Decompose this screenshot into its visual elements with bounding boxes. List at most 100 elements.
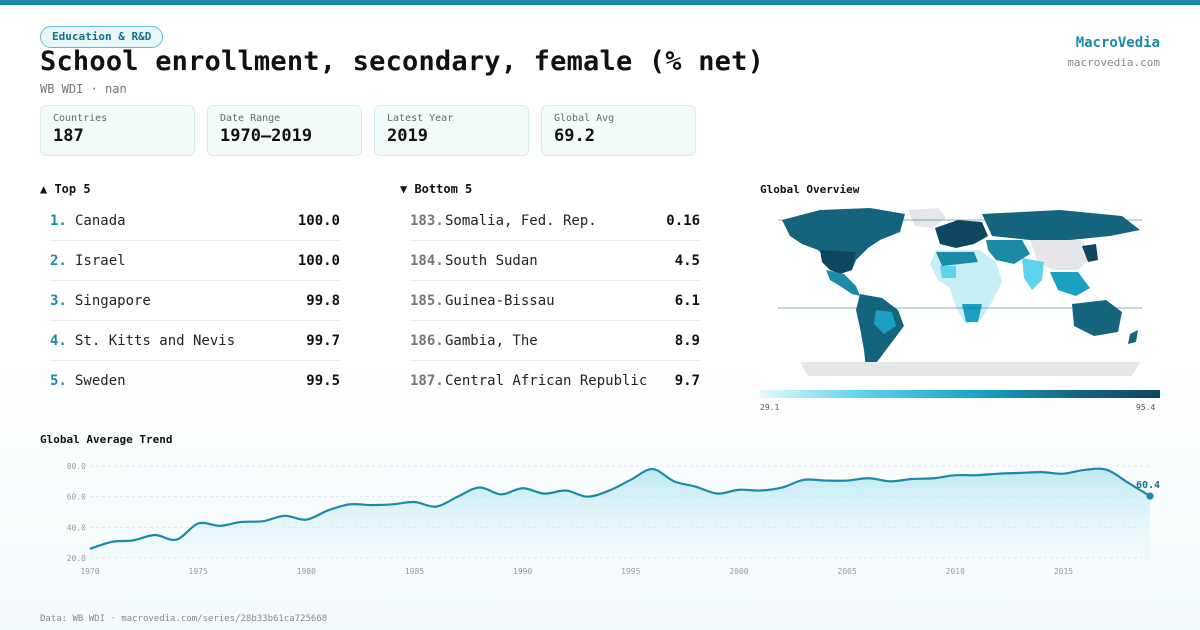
trend-line <box>89 467 1151 550</box>
country-name: Israel <box>75 252 126 269</box>
country-name: Sweden <box>75 373 126 389</box>
top5-row[interactable]: 2. Israel 100.0 <box>50 241 340 281</box>
rank-number: 1. <box>50 212 67 229</box>
region-russia <box>982 210 1140 240</box>
country-value: 99.5 <box>306 373 340 389</box>
bottom5-list: 183. Somalia, Fed. Rep. 0.16 184. South … <box>410 201 700 401</box>
scale-max-label: 95.4 <box>1136 403 1156 412</box>
top5-row[interactable]: 4. St. Kitts and Nevis 99.7 <box>50 321 340 361</box>
x-tick-label: 1975 <box>189 567 208 576</box>
top5-heading: ▲ Top 5 <box>40 182 91 196</box>
region-new-zealand <box>1128 330 1138 344</box>
top5-row[interactable]: 3. Singapore 99.8 <box>50 281 340 321</box>
country-value: 100.0 <box>297 252 340 269</box>
map-title: Global Overview <box>760 183 860 196</box>
stat-label: Date Range <box>220 113 281 124</box>
stat-value: 187 <box>53 126 84 146</box>
stat-label: Latest Year <box>387 113 454 124</box>
region-brazil-north <box>874 310 896 334</box>
trend-last-point <box>1146 492 1154 500</box>
top-accent-bar <box>0 0 1200 5</box>
x-tick-label: 1995 <box>621 567 640 576</box>
country-name: Canada <box>75 212 126 229</box>
bottom5-row[interactable]: 183. Somalia, Fed. Rep. 0.16 <box>410 201 700 241</box>
x-tick-label: 1970 <box>80 567 99 576</box>
rank-number: 184. <box>410 252 444 269</box>
page-title: School enrollment, secondary, female (% … <box>40 46 765 77</box>
rank-number: 186. <box>410 332 444 349</box>
stat-value: 69.2 <box>554 126 595 146</box>
country-value: 0.16 <box>666 212 700 229</box>
trend-chart[interactable]: 20.0 40.0 60.0 80.0 1970 1975 1980 1985 1990 199… <box>40 452 1170 582</box>
bottom5-row[interactable]: 184. South Sudan 4.5 <box>410 241 700 281</box>
top5-row[interactable]: 1. Canada 100.0 <box>50 201 340 241</box>
region-europe <box>935 220 988 248</box>
top5-list: 1. Canada 100.0 2. Israel 100.0 3. Singa… <box>50 201 340 401</box>
x-tick-label: 2005 <box>838 567 857 576</box>
x-tick-label: 2000 <box>729 567 748 576</box>
region-china <box>1030 240 1092 270</box>
page-subtitle: WB WDI · nan <box>40 82 127 96</box>
category-badge[interactable]: Education & R&D <box>40 26 164 48</box>
brand-url[interactable]: macrovedia.com <box>1067 56 1160 69</box>
country-value: 9.7 <box>674 373 700 389</box>
country-name: Central African Republic <box>445 373 648 389</box>
country-value: 99.8 <box>306 292 340 309</box>
country-name: Singapore <box>75 292 151 309</box>
stat-card-latest-year: Latest Year 2019 <box>374 105 529 156</box>
bottom5-row[interactable]: 187. Central African Republic 9.7 <box>410 361 700 401</box>
y-tick-label: 40.0 <box>67 523 86 532</box>
country-name: Gambia, The <box>445 332 538 349</box>
brand[interactable]: MacroVedia macrovedia.com <box>1067 35 1160 69</box>
country-name: Guinea-Bissau <box>445 292 555 309</box>
y-tick-label: 60.0 <box>67 493 86 502</box>
country-value: 99.7 <box>306 332 340 349</box>
stats-row: Countries 187 Date Range 1970–2019 Lates… <box>40 105 696 156</box>
region-usa <box>820 250 856 274</box>
x-tick-label: 1990 <box>513 567 532 576</box>
color-scale-bar <box>760 390 1160 398</box>
stat-label: Global Avg <box>554 113 615 124</box>
rank-number: 187. <box>410 373 444 389</box>
country-name: Somalia, Fed. Rep. <box>445 212 597 229</box>
rank-number: 3. <box>50 292 67 309</box>
country-value: 4.5 <box>674 252 700 269</box>
region-south-asia <box>1022 258 1044 290</box>
region-greenland <box>908 208 946 228</box>
footer-source: Data: WB WDI · macrovedia.com/series/28b… <box>40 614 328 624</box>
region-north-america <box>782 208 905 270</box>
bottom5-row[interactable]: 185. Guinea-Bissau 6.1 <box>410 281 700 321</box>
rank-number: 4. <box>50 332 67 349</box>
stat-value: 1970–2019 <box>220 126 313 146</box>
x-tick-label: 2015 <box>1054 567 1073 576</box>
region-north-africa <box>936 252 978 266</box>
country-value: 6.1 <box>674 292 700 309</box>
rank-number: 183. <box>410 212 444 229</box>
bottom5-heading: ▼ Bottom 5 <box>400 182 473 196</box>
country-name: St. Kitts and Nevis <box>75 332 236 349</box>
region-southeast-asia <box>1050 272 1090 296</box>
region-middle-east <box>986 240 1030 264</box>
brand-name[interactable]: MacroVedia <box>1075 35 1160 51</box>
bottom5-row[interactable]: 186. Gambia, The 8.9 <box>410 321 700 361</box>
region-australia <box>1072 300 1122 336</box>
stat-value: 2019 <box>387 126 428 146</box>
country-value: 100.0 <box>297 212 340 229</box>
scale-min-label: 29.1 <box>760 403 780 412</box>
top5-row[interactable]: 5. Sweden 99.5 <box>50 361 340 401</box>
world-choropleth-map[interactable] <box>760 200 1160 390</box>
y-tick-label: 20.0 <box>67 554 86 563</box>
stat-label: Countries <box>53 113 108 124</box>
trend-title: Global Average Trend <box>40 433 173 446</box>
y-tick-label: 80.0 <box>67 462 86 471</box>
x-tick-label: 1980 <box>297 567 316 576</box>
stat-card-countries: Countries 187 <box>40 105 195 156</box>
region-antarctica <box>800 362 1140 376</box>
country-value: 8.9 <box>674 332 700 349</box>
country-name: South Sudan <box>445 252 538 269</box>
stat-card-date-range: Date Range 1970–2019 <box>207 105 362 156</box>
region-central-america <box>826 270 860 296</box>
region-southern-africa <box>962 304 982 322</box>
stat-card-global-avg: Global Avg 69.2 <box>541 105 696 156</box>
trend-last-label: 60.4 <box>1136 480 1160 491</box>
